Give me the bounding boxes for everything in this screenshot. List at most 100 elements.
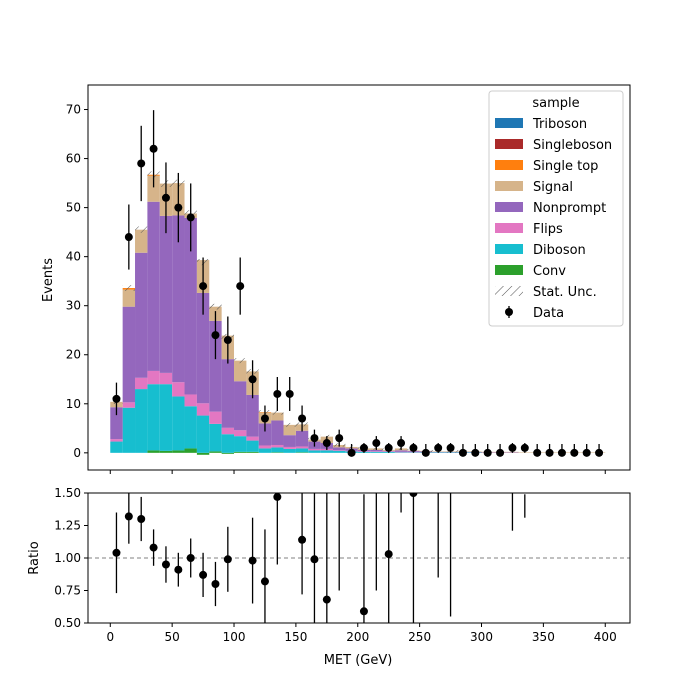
ratio-point bbox=[322, 595, 331, 604]
bar-nonprompt bbox=[147, 201, 160, 371]
bar-conv bbox=[196, 452, 210, 455]
data-point bbox=[273, 389, 282, 398]
y-tick-label: 40 bbox=[66, 250, 81, 264]
bar-flips bbox=[110, 439, 123, 442]
data-point bbox=[397, 439, 406, 448]
data-point bbox=[322, 439, 331, 448]
legend-title: sample bbox=[532, 96, 579, 111]
bar-signal bbox=[283, 424, 296, 436]
bar-nonprompt bbox=[122, 306, 136, 403]
legend-swatch-diboson bbox=[495, 244, 523, 254]
legend-label-diboson: Diboson bbox=[533, 243, 586, 258]
stat-unc-bin bbox=[234, 358, 247, 364]
legend-label-singleboson: Singleboson bbox=[533, 138, 612, 153]
bar-flips bbox=[234, 430, 247, 437]
ratio-point bbox=[149, 543, 158, 552]
bar-nonprompt bbox=[196, 292, 210, 404]
bar-flips bbox=[184, 394, 197, 407]
legend-label-data: Data bbox=[533, 306, 564, 321]
data-point bbox=[582, 448, 591, 457]
legend-label-stat-unc: Stat. Unc. bbox=[533, 285, 597, 300]
data-point bbox=[533, 448, 542, 457]
bar-diboson bbox=[283, 448, 296, 453]
ratio-point bbox=[112, 548, 121, 557]
bar-diboson bbox=[172, 396, 185, 451]
y-tick-label: 0 bbox=[73, 446, 81, 460]
ratio-point bbox=[186, 554, 195, 562]
bar-diboson bbox=[196, 415, 210, 453]
data-point bbox=[347, 448, 356, 457]
bar-nonprompt bbox=[135, 252, 148, 378]
bar-diboson bbox=[295, 448, 309, 453]
upper-plot-frame bbox=[87, 84, 631, 471]
data-point bbox=[372, 439, 381, 448]
data-point bbox=[508, 443, 517, 452]
x-tick-label: 150 bbox=[284, 630, 307, 644]
legend-swatch-stat-unc bbox=[495, 286, 523, 296]
data-point bbox=[124, 233, 133, 242]
stat-unc-bin bbox=[283, 422, 296, 427]
data-point bbox=[471, 448, 480, 457]
ratio-panel-points bbox=[88, 493, 630, 623]
ratio-point bbox=[260, 577, 269, 586]
data-point bbox=[570, 448, 579, 457]
data-point bbox=[384, 443, 393, 452]
x-axis-label: MET (GeV) bbox=[324, 653, 393, 668]
bar-signal bbox=[147, 175, 160, 202]
ratio-point bbox=[248, 556, 257, 565]
bar-diboson bbox=[320, 450, 334, 453]
x-tick-label: 100 bbox=[223, 630, 246, 644]
ratio-point bbox=[273, 493, 282, 501]
legend-swatch-nonprompt bbox=[495, 202, 523, 212]
ratio-y-tick-label: 1.50 bbox=[54, 486, 81, 500]
bar-diboson bbox=[184, 406, 197, 449]
bar-flips bbox=[196, 403, 210, 416]
bar-nonprompt bbox=[370, 449, 383, 452]
bar-flips bbox=[258, 445, 272, 449]
bar-conv bbox=[159, 450, 173, 453]
stat-unc-bin bbox=[135, 226, 148, 233]
bar-flips bbox=[122, 402, 136, 408]
ratio-point bbox=[199, 570, 208, 579]
data-point bbox=[310, 434, 319, 443]
data-point bbox=[446, 443, 455, 452]
bar-flips bbox=[135, 377, 148, 390]
bar-conv bbox=[147, 450, 160, 453]
legend-data-marker bbox=[505, 308, 513, 316]
bar-nonprompt bbox=[246, 394, 259, 437]
legend: sample Triboson Singleboson Single top Sign… bbox=[488, 90, 624, 327]
y-tick-label: 50 bbox=[66, 201, 81, 215]
bar-conv bbox=[246, 451, 259, 453]
data-point bbox=[595, 448, 604, 457]
stacked-bars bbox=[110, 174, 606, 455]
bar-diboson bbox=[221, 434, 235, 453]
y-tick-label: 30 bbox=[66, 299, 81, 313]
y-tick-label: 60 bbox=[66, 152, 81, 166]
bar-diboson bbox=[308, 450, 321, 453]
axes: 0 50 100 150 200 250 300 350 400 0 10 20 30 40 50 60 70 0… bbox=[54, 103, 616, 644]
ratio-point bbox=[310, 555, 319, 564]
bar-flips bbox=[295, 446, 309, 449]
bar-flips bbox=[221, 427, 235, 435]
bar-signal bbox=[122, 289, 136, 307]
ratio-y-tick-label: 1.25 bbox=[54, 519, 81, 533]
data-point bbox=[483, 448, 492, 457]
ratio-y-tick-label: 0.50 bbox=[54, 616, 81, 630]
bar-nonprompt bbox=[271, 420, 284, 445]
bar-conv bbox=[184, 448, 197, 453]
bar-diboson bbox=[234, 436, 247, 452]
bar-flips bbox=[271, 444, 284, 448]
ratio-y-tick-label: 0.75 bbox=[54, 584, 81, 598]
bar-flips bbox=[147, 370, 160, 385]
bar-diboson bbox=[209, 423, 222, 452]
data-points bbox=[112, 110, 604, 457]
data-point bbox=[545, 448, 554, 457]
data-point bbox=[248, 375, 257, 384]
bar-diboson bbox=[122, 407, 136, 453]
bar-nonprompt bbox=[258, 423, 272, 446]
data-point bbox=[137, 159, 146, 168]
x-tick-label: 200 bbox=[346, 630, 369, 644]
legend-swatch-conv bbox=[495, 265, 523, 275]
bar-signal bbox=[234, 360, 247, 382]
bar-diboson bbox=[333, 450, 346, 453]
